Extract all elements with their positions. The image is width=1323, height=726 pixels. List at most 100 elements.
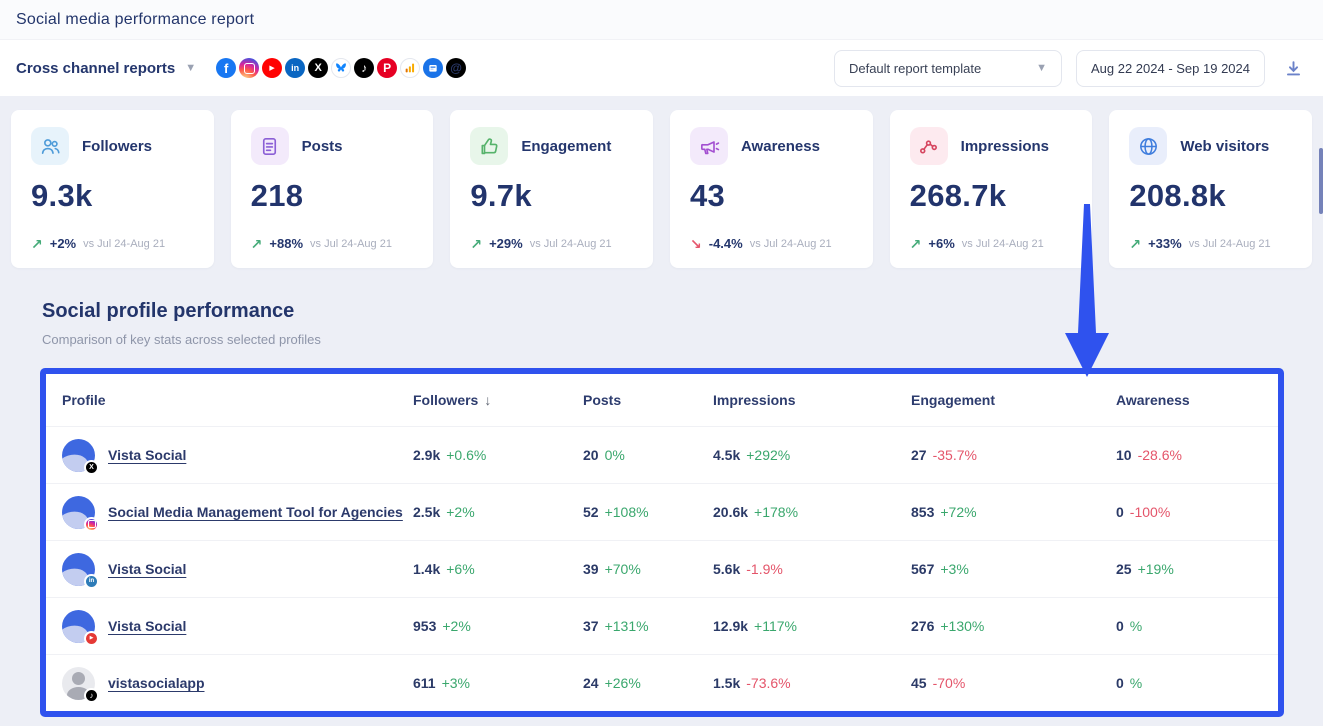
kpi-card-web-visitors: Web visitors 208.8k +33% vs Jul 24-Aug 2…	[1109, 110, 1312, 268]
section-title: Social profile performance	[42, 300, 295, 322]
engagement-cell: 853 +72%	[911, 504, 1116, 520]
awareness-cell: 0%	[1116, 618, 1262, 634]
profile-link[interactable]: Vista Social	[108, 447, 187, 463]
kpi-label: Awareness	[741, 137, 820, 155]
followers-value: 611	[413, 675, 436, 691]
date-range-picker[interactable]: Aug 22 2024 - Sep 19 2024	[1075, 49, 1265, 87]
profile-cell: Vista Social	[62, 609, 413, 646]
bluesky-icon[interactable]	[331, 58, 352, 78]
kpi-compare: vs Jul 24-Aug 21	[1188, 237, 1271, 250]
network-badge-icon	[84, 630, 99, 646]
profile-link[interactable]: Vista Social	[108, 618, 187, 634]
download-button[interactable]	[1279, 54, 1307, 82]
table-row: Vista Social 1.4k +6% 39 +70% 5.6k -1.9% 56…	[46, 540, 1278, 597]
engagement-delta: +130%	[940, 618, 985, 634]
impressions-delta: +292%	[746, 447, 791, 463]
chevron-down-icon[interactable]: ▼	[185, 62, 197, 74]
column-header-profile[interactable]: Profile	[62, 392, 106, 408]
profile-cell: Social Media Management Tool for Agencie…	[62, 495, 413, 532]
profile-link[interactable]: vistasocialapp	[108, 675, 205, 691]
followers-cell: 2.9k +0.6%	[413, 447, 583, 463]
awareness-delta: %	[1129, 675, 1143, 691]
posts-value: 37	[583, 618, 599, 634]
awareness-value: 25	[1116, 561, 1132, 577]
kpi-compare: vs Jul 24-Aug 21	[83, 237, 166, 250]
followers-delta: +3%	[441, 675, 471, 691]
pinterest-icon[interactable]	[377, 58, 398, 78]
engagement-value: 45	[911, 675, 927, 691]
engagement-value: 276	[911, 618, 935, 634]
engagement-delta: +3%	[940, 561, 969, 577]
threads-icon[interactable]	[446, 58, 467, 78]
report-template-select[interactable]: Default report template ▼	[833, 49, 1062, 87]
app-header: Social media performance report	[0, 0, 1323, 40]
profile-link[interactable]: Social Media Management Tool for Agencie…	[108, 504, 403, 520]
linkedin-icon[interactable]	[285, 58, 306, 78]
kpi-compare: vs Jul 24-Aug 21	[961, 237, 1044, 250]
followers-delta: +0.6%	[446, 447, 487, 463]
profile-cell: Vista Social	[62, 552, 413, 589]
youtube-icon[interactable]	[262, 58, 283, 78]
google-business-icon[interactable]	[423, 58, 444, 78]
kpi-value: 9.3k	[31, 178, 93, 213]
followers-delta: +2%	[442, 618, 471, 634]
kpi-cards: Followers 9.3k +2% vs Jul 24-Aug 21 Post…	[0, 96, 1323, 268]
engagement-cell: 45 -70%	[911, 675, 1116, 691]
profile-cell: vistasocialapp	[62, 666, 413, 703]
kpi-card-impressions: Impressions 268.7k +6% vs Jul 24-Aug 21	[889, 110, 1093, 268]
column-header-posts[interactable]: Posts	[583, 392, 622, 408]
facebook-icon[interactable]	[216, 58, 237, 78]
impressions-delta: -1.9%	[746, 561, 783, 577]
instagram-icon[interactable]	[239, 58, 260, 78]
kpi-card-awareness: Awareness 43 -4.4% vs Jul 24-Aug 21	[670, 110, 873, 268]
scrollbar-thumb[interactable]	[1319, 148, 1323, 214]
impressions-value: 5.6k	[713, 561, 741, 577]
kpi-card-posts: Posts 218 +88% vs Jul 24-Aug 21	[230, 110, 434, 268]
avatar	[62, 666, 99, 703]
awareness-delta: %	[1129, 618, 1143, 634]
avatar	[62, 438, 99, 475]
avatar	[62, 609, 99, 646]
kpi-value: 218	[250, 178, 304, 213]
kpi-label: Followers	[82, 137, 153, 155]
profile-link[interactable]: Vista Social	[108, 561, 187, 577]
tiktok-icon[interactable]	[354, 58, 375, 78]
followers-value: 1.4k	[413, 561, 441, 577]
google-analytics-icon[interactable]	[400, 58, 421, 78]
network-badge-icon	[84, 573, 99, 589]
avatar	[62, 495, 99, 532]
network-badge-icon	[84, 516, 99, 532]
impressions-value: 1.5k	[713, 675, 741, 691]
posts-value: 39	[583, 561, 599, 577]
impressions-value: 12.9k	[713, 618, 749, 634]
kpi-label: Impressions	[960, 137, 1050, 155]
kpi-delta: +2%	[49, 236, 77, 251]
awareness-cell: 0%	[1116, 675, 1262, 691]
posts-delta: +108%	[604, 504, 649, 520]
network-badge-icon	[84, 687, 99, 703]
kpi-value: 208.8k	[1129, 178, 1226, 213]
posts-value: 20	[583, 447, 599, 463]
column-header-awareness[interactable]: Awareness	[1116, 392, 1190, 408]
engagement-delta: -35.7%	[932, 447, 977, 463]
kpi-label: Posts	[301, 137, 343, 155]
kpi-value: 9.7k	[470, 178, 532, 213]
trend-arrow-icon	[690, 237, 702, 251]
profile-cell: Vista Social	[62, 438, 413, 475]
x-twitter-icon[interactable]	[308, 58, 329, 78]
column-header-followers[interactable]: Followers ↓	[413, 392, 492, 408]
awareness-cell: 25 +19%	[1116, 561, 1262, 577]
profile-performance-table: Profile Followers ↓ Posts Impressions Eng…	[40, 368, 1284, 717]
table-header-row: Profile Followers ↓ Posts Impressions Eng…	[46, 374, 1278, 426]
impressions-icon	[909, 127, 948, 165]
select-chevron-icon: ▼	[1036, 62, 1047, 74]
column-header-engagement[interactable]: Engagement	[911, 392, 996, 408]
awareness-value: 0	[1116, 618, 1124, 634]
date-range-value: Aug 22 2024 - Sep 19 2024	[1090, 60, 1250, 76]
engagement-value: 27	[911, 447, 927, 463]
posts-cell: 20 0%	[583, 447, 713, 463]
sort-desc-icon: ↓	[484, 392, 492, 408]
report-type-label[interactable]: Cross channel reports	[16, 59, 176, 77]
column-header-impressions[interactable]: Impressions	[713, 392, 796, 408]
channel-icons	[216, 58, 467, 78]
